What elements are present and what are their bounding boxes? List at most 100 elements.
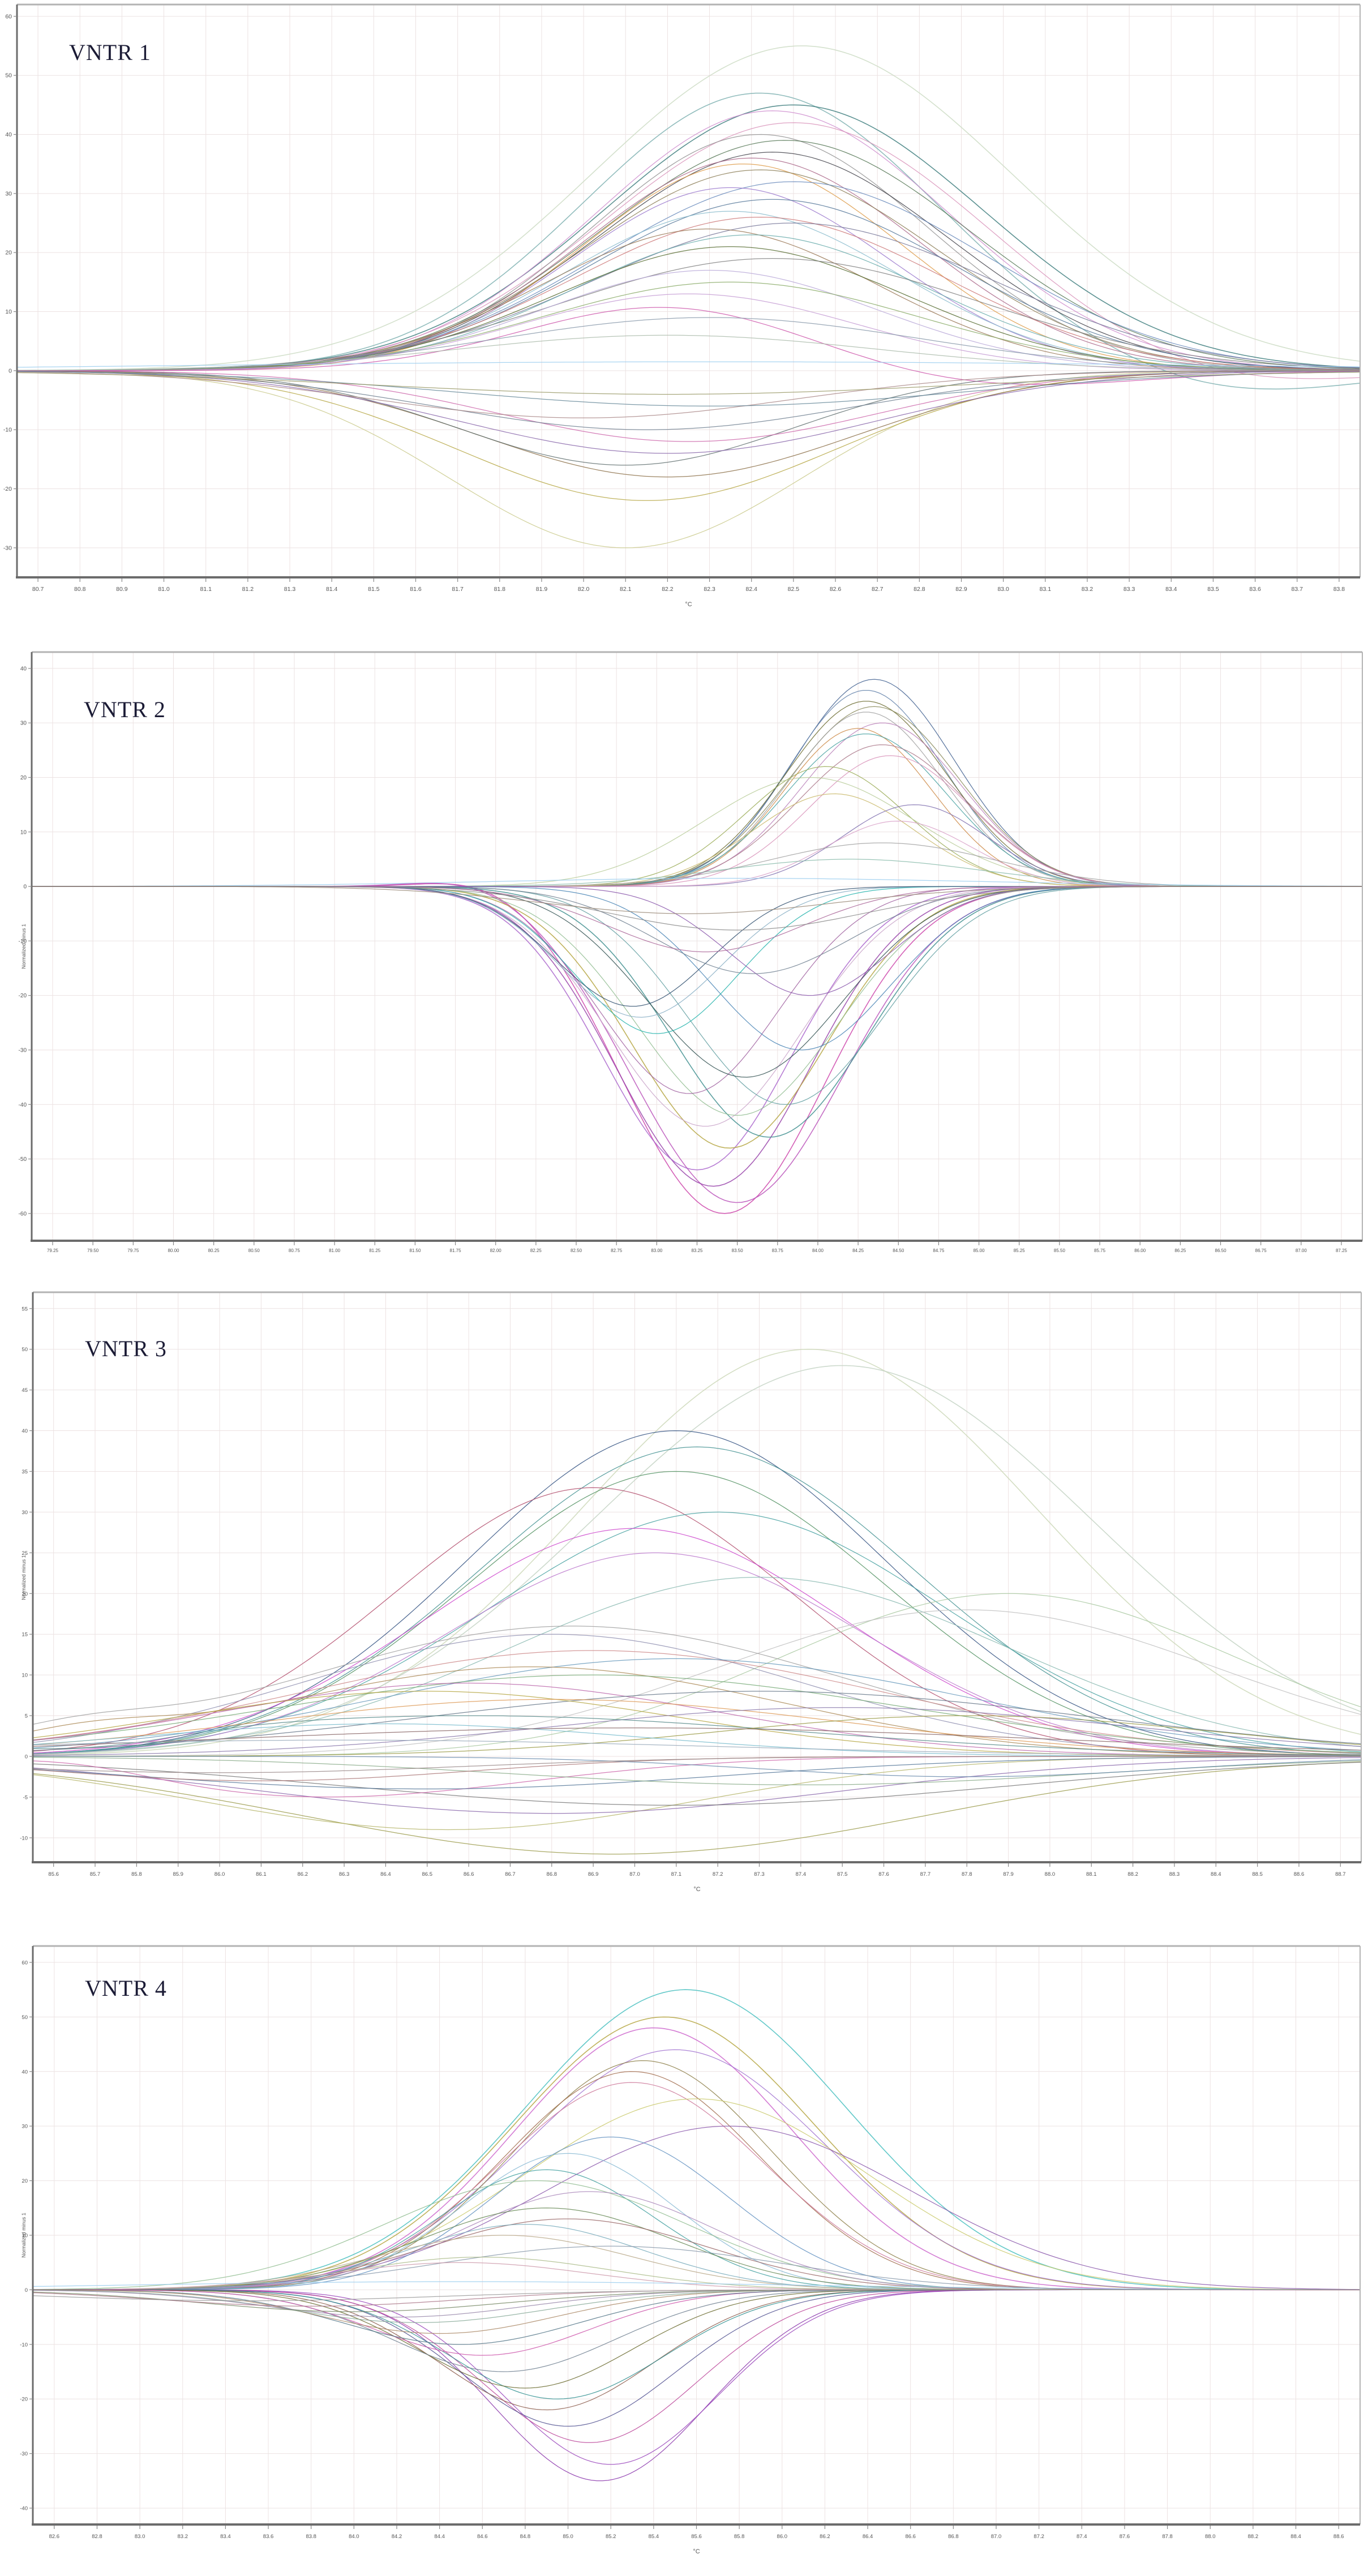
melt-curve: [33, 1528, 1361, 1756]
svg-text:40: 40: [22, 1428, 28, 1434]
svg-text:82.4: 82.4: [746, 586, 758, 593]
svg-text:82.6: 82.6: [830, 586, 842, 593]
melt-curve: [33, 1727, 1361, 1751]
svg-text:84.50: 84.50: [893, 1248, 904, 1253]
svg-text:83.4: 83.4: [220, 2534, 231, 2540]
svg-text:81.1: 81.1: [200, 586, 212, 593]
melt-curve: [17, 370, 1360, 430]
svg-text:83.00: 83.00: [651, 1248, 663, 1253]
melt-curve: [33, 1756, 1361, 1773]
melt-curve: [33, 1487, 1361, 1757]
svg-text:10: 10: [22, 1673, 28, 1679]
melt-curve: [33, 1761, 1361, 1806]
svg-text:84.2: 84.2: [392, 2534, 402, 2540]
svg-text:50: 50: [22, 1347, 28, 1353]
svg-text:86.4: 86.4: [380, 1871, 391, 1878]
svg-text:87.4: 87.4: [796, 1871, 807, 1878]
vntr3-plot: 85.6 85.7 85.8 85.9 86.0 86.1 86.2 86.3 86.4 86.5…: [0, 1283, 1368, 1922]
svg-text:82.9: 82.9: [955, 586, 967, 593]
svg-text:88.6: 88.6: [1333, 2534, 1344, 2540]
svg-text:85.2: 85.2: [606, 2534, 616, 2540]
svg-text:83.25: 83.25: [691, 1248, 703, 1253]
svg-text:86.50: 86.50: [1215, 1248, 1227, 1253]
svg-text:10: 10: [22, 2233, 28, 2239]
svg-text:87.6: 87.6: [878, 1871, 889, 1878]
svg-text:60: 60: [22, 1960, 28, 1966]
melt-curve: [33, 1626, 1361, 1755]
svg-text:25: 25: [22, 1550, 28, 1557]
melt-curve: [17, 371, 1360, 407]
svg-text:79.25: 79.25: [47, 1248, 59, 1253]
melt-curve: [17, 281, 1360, 371]
svg-text:88.5: 88.5: [1252, 1871, 1263, 1878]
svg-text:85.7: 85.7: [90, 1871, 101, 1878]
sample-curves: [33, 1348, 1361, 1855]
svg-text:83.1: 83.1: [1040, 586, 1052, 593]
svg-text:83.6: 83.6: [263, 2534, 274, 2540]
svg-text:86.4: 86.4: [863, 2534, 873, 2540]
svg-text:80.7: 80.7: [32, 586, 44, 593]
svg-text:40: 40: [22, 2069, 28, 2075]
svg-text:84.8: 84.8: [520, 2534, 531, 2540]
svg-text:-20: -20: [3, 486, 12, 492]
svg-text:87.2: 87.2: [713, 1871, 723, 1878]
svg-text:86.2: 86.2: [297, 1871, 308, 1878]
svg-text:81.50: 81.50: [409, 1248, 421, 1253]
svg-text:45: 45: [22, 1387, 28, 1394]
melt-curve: [33, 1715, 1361, 1757]
svg-text:86.1: 86.1: [256, 1871, 267, 1878]
svg-text:85.6: 85.6: [48, 1871, 59, 1878]
svg-text:80.9: 80.9: [116, 586, 128, 593]
axes-frame: [32, 1291, 1362, 1863]
svg-text:81.25: 81.25: [369, 1248, 381, 1253]
svg-text:82.50: 82.50: [571, 1248, 582, 1253]
svg-text:83.4: 83.4: [1165, 586, 1177, 593]
melt-curve: [33, 1609, 1361, 1757]
melt-curve: [17, 335, 1360, 371]
svg-text:84.4: 84.4: [434, 2534, 445, 2540]
melt-curve: [33, 1674, 1361, 1753]
svg-text:82.8: 82.8: [92, 2534, 102, 2540]
svg-text:87.0: 87.0: [991, 2534, 1002, 2540]
svg-text:83.50: 83.50: [732, 1248, 744, 1253]
svg-text:55: 55: [22, 1306, 28, 1312]
svg-text:80.75: 80.75: [289, 1248, 301, 1253]
svg-text:87.4: 87.4: [1077, 2534, 1087, 2540]
svg-text:81.2: 81.2: [242, 586, 254, 593]
melt-curve: [17, 370, 1360, 418]
svg-text:30: 30: [20, 721, 27, 727]
svg-text:-10: -10: [20, 1835, 28, 1841]
svg-text:-30: -30: [3, 545, 12, 551]
svg-text:83.2: 83.2: [178, 2534, 188, 2540]
melt-curve: [33, 1756, 1361, 1790]
svg-text:84.25: 84.25: [852, 1248, 864, 1253]
svg-text:20: 20: [20, 775, 27, 781]
svg-text:87.25: 87.25: [1336, 1248, 1348, 1253]
svg-text:87.5: 87.5: [837, 1871, 848, 1878]
svg-text:85.8: 85.8: [131, 1871, 142, 1878]
svg-text:81.5: 81.5: [368, 586, 380, 593]
svg-text:83.3: 83.3: [1123, 586, 1135, 593]
svg-text:40: 40: [5, 131, 12, 138]
melt-curve: [17, 187, 1360, 371]
svg-text:-50: -50: [19, 1156, 27, 1163]
svg-text:86.2: 86.2: [820, 2534, 830, 2540]
svg-text:81.9: 81.9: [536, 586, 548, 593]
svg-text:-5: -5: [23, 1794, 28, 1801]
svg-text:50: 50: [22, 2014, 28, 2021]
svg-text:83.5: 83.5: [1207, 586, 1219, 593]
svg-text:82.6: 82.6: [49, 2534, 60, 2540]
svg-text:81.4: 81.4: [326, 586, 338, 593]
svg-text:83.75: 83.75: [772, 1248, 784, 1253]
y-tick-labels: 40 30 20 10 0 -10 -20 -30 -40 -50 -60: [19, 666, 32, 1217]
gridlines: [17, 5, 1360, 577]
svg-text:86.75: 86.75: [1255, 1248, 1267, 1253]
svg-text:87.8: 87.8: [962, 1871, 972, 1878]
svg-text:86.8: 86.8: [948, 2534, 959, 2540]
melt-curve: [33, 1650, 1361, 1754]
svg-text:85.9: 85.9: [173, 1871, 183, 1878]
svg-text:82.1: 82.1: [620, 586, 632, 593]
svg-text:-10: -10: [19, 938, 27, 945]
vntr3-panel: 85.6 85.7 85.8 85.9 86.0 86.1 86.2 86.3 86.4 86.5…: [0, 1283, 1368, 1922]
